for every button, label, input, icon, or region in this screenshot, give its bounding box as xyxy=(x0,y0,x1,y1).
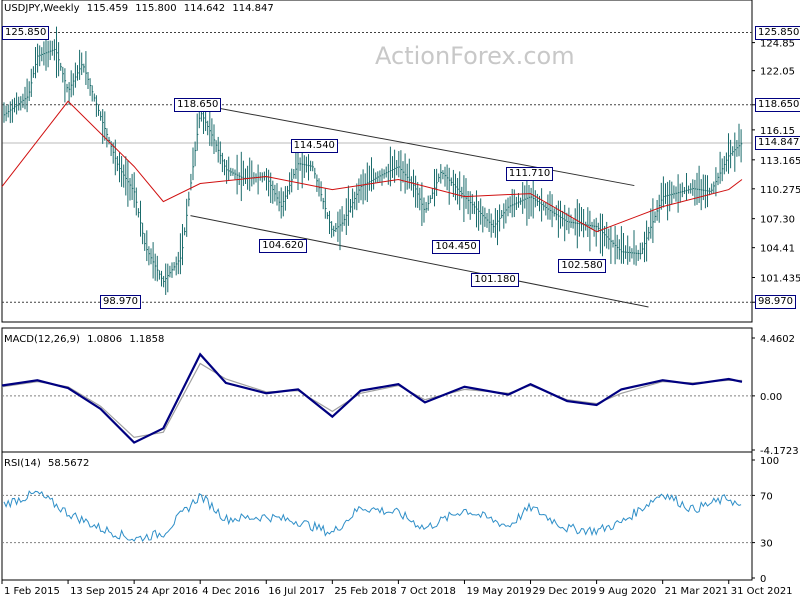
moving-average-line xyxy=(1,100,743,233)
price-tick-label: 116.15 xyxy=(760,126,795,137)
watermark: ActionForex.com xyxy=(375,42,575,70)
rsi-line xyxy=(3,490,742,542)
x-axis-label: 9 Aug 2020 xyxy=(599,586,657,597)
close-value: 114.847 xyxy=(232,3,274,14)
x-axis-label: 16 Jul 2017 xyxy=(268,586,325,597)
price-annotation-box: 102.580 xyxy=(558,259,606,274)
macd-signal-value: 1.1858 xyxy=(129,334,165,345)
rsi-pane-frame xyxy=(1,451,753,581)
price-box-current: 114.847 xyxy=(755,135,800,150)
rsi-tick-label: 100 xyxy=(760,456,779,467)
price-tick-label: 104.41 xyxy=(760,244,795,255)
x-axis-label: 13 Sep 2015 xyxy=(70,586,133,597)
price-box-level: 118.650 xyxy=(755,97,800,112)
x-axis-label: 4 Dec 2016 xyxy=(202,586,260,597)
symbol-label: USDJPY,Weekly xyxy=(4,3,80,14)
price-annotation-box: 101.180 xyxy=(471,273,519,288)
x-axis-label: 21 Mar 2021 xyxy=(665,586,728,597)
trend-channel-line xyxy=(190,215,649,308)
price-tick-label: 124.85 xyxy=(760,39,795,50)
price-annotation-box: 125.850 xyxy=(2,25,50,40)
macd-tick-label: -4.1723 xyxy=(760,446,799,457)
price-tick-label: 107.30 xyxy=(760,215,795,226)
rsi-value: 58.5672 xyxy=(47,458,90,469)
price-annotation-box: 111.710 xyxy=(505,167,554,182)
x-axis-label: 7 Oct 2018 xyxy=(400,586,455,597)
open-value: 115.459 xyxy=(86,3,129,14)
rsi-label: RSI(14) xyxy=(4,458,41,469)
x-axis-label: 31 Oct 2021 xyxy=(731,586,793,597)
rsi-tick-label: 0 xyxy=(760,574,766,585)
x-axis-label: 1 Feb 2015 xyxy=(4,586,60,597)
macd-line xyxy=(1,352,743,444)
rsi-tick-label: 70 xyxy=(760,491,773,502)
macd-label: MACD(12,26,9) xyxy=(4,334,80,345)
price-box-top: 125.850 xyxy=(755,25,800,40)
price-tick-label: 113.165 xyxy=(760,156,800,167)
x-axis-label: 25 Feb 2018 xyxy=(334,586,396,597)
trend-channel-line xyxy=(200,104,635,187)
price-annotation-box: 114.540 xyxy=(290,139,338,154)
x-axis-label: 19 May 2019 xyxy=(466,586,531,597)
x-axis-label: 29 Dec 2019 xyxy=(533,586,597,597)
x-axis-label: 24 Apr 2016 xyxy=(136,586,198,597)
price-annotation-box: 104.450 xyxy=(432,240,480,255)
low-value: 114.642 xyxy=(183,3,226,14)
macd-tick-label: 0.00 xyxy=(760,392,782,403)
price-pane-frame xyxy=(1,0,753,323)
price-box-bottom: 98.970 xyxy=(755,295,796,310)
chart-header: USDJPY,Weekly 115.459 115.800 114.642 11… xyxy=(4,3,278,14)
macd-value: 1.0806 xyxy=(87,334,123,345)
price-annotation-box: 118.650 xyxy=(174,97,222,112)
price-tick-label: 101.435 xyxy=(760,274,800,285)
macd-tick-label: 4.4602 xyxy=(760,334,795,345)
macd-signal-line xyxy=(1,362,743,439)
price-tick-label: 110.275 xyxy=(760,185,800,196)
price-annotation-box: 98.970 xyxy=(100,295,141,310)
rsi-title: RSI(14) 58.5672 xyxy=(4,458,93,469)
macd-title: MACD(12,26,9) 1.0806 1.1858 xyxy=(4,334,168,345)
price-annotation-box: 104.620 xyxy=(259,238,307,253)
high-value: 115.800 xyxy=(135,3,177,14)
price-tick-label: 122.05 xyxy=(760,67,795,78)
rsi-tick-label: 30 xyxy=(760,539,773,550)
